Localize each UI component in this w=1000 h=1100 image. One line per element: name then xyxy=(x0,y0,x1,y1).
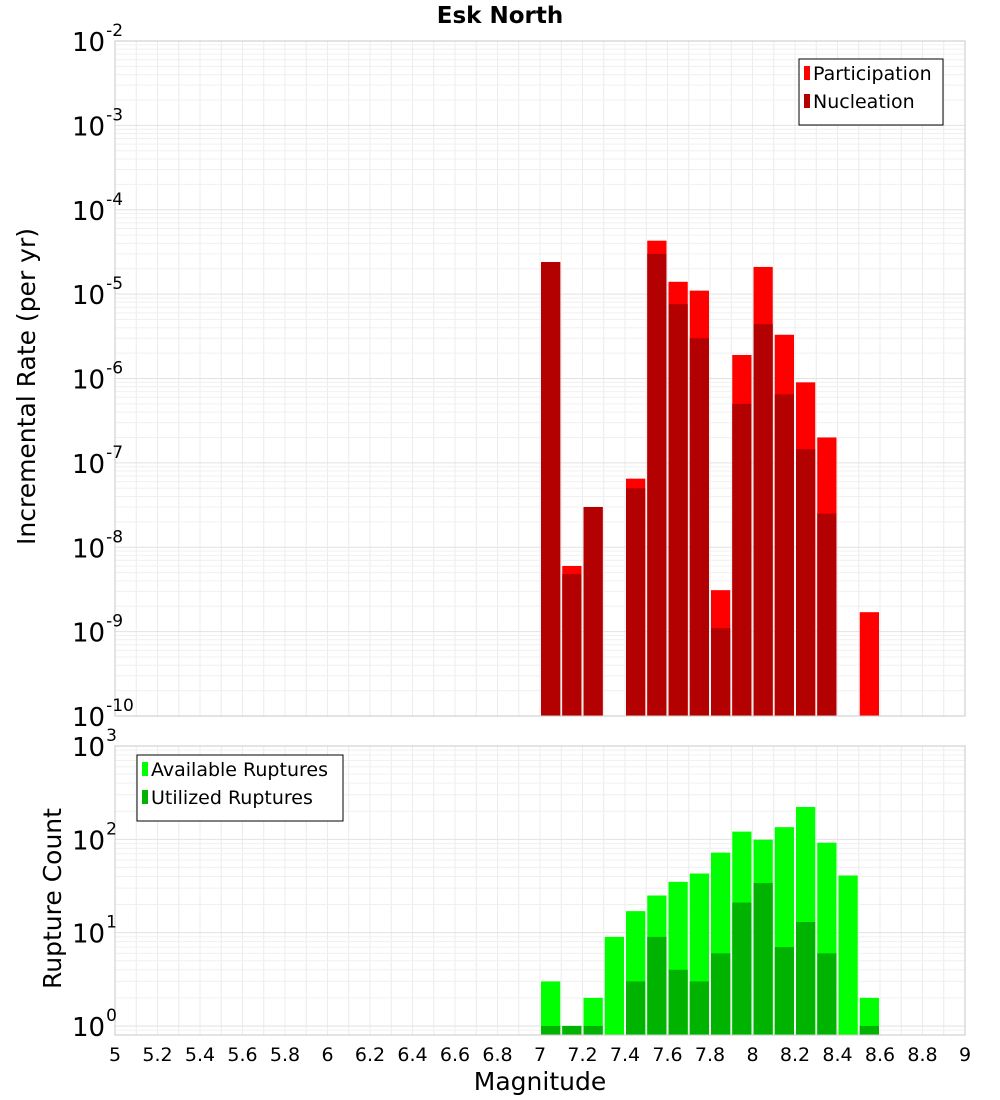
x-tick-label: 8 xyxy=(746,1044,758,1066)
x-tick-label: 5.2 xyxy=(142,1044,172,1066)
y-tick-exponent: -6 xyxy=(106,359,123,379)
y-tick-exponent: -8 xyxy=(106,527,123,547)
x-tick-label: 8.2 xyxy=(780,1044,810,1066)
bottom-legend: Available Ruptures Utilized Ruptures xyxy=(136,754,344,822)
nucleation-bar xyxy=(583,506,603,716)
utilized-ruptures-bar xyxy=(774,947,794,1035)
nucleation-bar xyxy=(817,513,837,716)
x-tick-label: 5.6 xyxy=(227,1044,257,1066)
nucleation-bar xyxy=(689,338,709,716)
utilized-ruptures-bar xyxy=(753,883,773,1035)
y-tick-label: 10-10 xyxy=(72,696,134,733)
utilized-ruptures-bar xyxy=(689,981,709,1035)
nucleation-bar xyxy=(541,262,561,716)
available-ruptures-bar xyxy=(541,981,561,1035)
utilized-ruptures-bar xyxy=(583,1025,603,1035)
y-tick-exponent: 2 xyxy=(106,819,117,839)
y-tick-label: 100 xyxy=(72,1006,117,1043)
x-tick-label: 5.8 xyxy=(270,1044,300,1066)
legend-entry: Utilized Ruptures xyxy=(151,787,313,809)
y-tick-label: 10-7 xyxy=(72,443,123,480)
utilized-ruptures-bar xyxy=(796,922,816,1035)
utilized-ruptures-bar xyxy=(817,953,837,1035)
utilized-ruptures-bar xyxy=(732,902,752,1035)
available-ruptures-bar xyxy=(604,936,624,1035)
legend-box xyxy=(798,58,944,126)
nucleation-bar xyxy=(732,403,752,716)
nucleation-bar xyxy=(711,628,731,716)
y-tick-exponent: -2 xyxy=(106,21,123,41)
x-tick-labels: 5 5.2 5.4 5.6 5.8 6 6.2 6.4 6.6 6.8 7 7.2 7.4 7.6 7.8 8… xyxy=(109,1044,971,1066)
available-ruptures-bar xyxy=(583,997,603,1035)
y-tick-exponent: -3 xyxy=(106,105,123,125)
utilized-ruptures-bar xyxy=(668,969,688,1035)
utilized-ruptures-bar xyxy=(647,936,667,1035)
y-tick-exponent: -7 xyxy=(106,443,123,463)
legend-swatch xyxy=(804,94,810,108)
legend-entry: Available Ruptures xyxy=(151,759,328,781)
legend-swatch xyxy=(142,790,148,804)
x-tick-label: 8.8 xyxy=(907,1044,937,1066)
available-ruptures-bar xyxy=(838,875,858,1035)
chart-title: Esk North xyxy=(437,3,563,29)
x-tick-label: 7 xyxy=(534,1044,546,1066)
nucleation-bar xyxy=(647,253,667,716)
bottom-y-axis-label: Rupture Count xyxy=(38,808,67,989)
x-tick-label: 7.6 xyxy=(652,1044,682,1066)
top-legend: Participation Nucleation xyxy=(798,58,944,126)
bottom-bars xyxy=(541,806,879,1035)
x-tick-label: 6.6 xyxy=(440,1044,470,1066)
x-tick-label: 6.2 xyxy=(355,1044,385,1066)
x-tick-label: 7.2 xyxy=(567,1044,597,1066)
nucleation-bar xyxy=(753,324,773,716)
x-tick-label: 9 xyxy=(959,1044,971,1066)
x-axis-label: Magnitude xyxy=(474,1067,606,1096)
x-tick-label: 5.4 xyxy=(185,1044,215,1066)
legend-entry: Participation xyxy=(813,63,932,85)
y-tick-exponent: -10 xyxy=(106,696,134,716)
available-ruptures-bar xyxy=(859,997,879,1035)
top-plot-frame xyxy=(114,40,966,717)
y-tick-label: 101 xyxy=(72,913,117,950)
nucleation-bar xyxy=(668,304,688,716)
y-tick-exponent: -5 xyxy=(106,274,123,294)
utilized-ruptures-bar xyxy=(711,953,731,1035)
legend-swatch xyxy=(804,66,810,80)
y-tick-exponent: -4 xyxy=(106,190,123,210)
y-tick-exponent: 3 xyxy=(106,726,117,746)
y-tick-exponent: -9 xyxy=(106,612,123,632)
nucleation-bar xyxy=(562,574,582,716)
top-grid xyxy=(114,40,966,717)
utilized-ruptures-bar xyxy=(541,1025,561,1035)
bottom-y-tick-labels: 100 101 102 1 0 3 xyxy=(72,726,117,1043)
bottom-plot-panel: 100 101 102 1 0 3 Rupture Count Available Rup… xyxy=(38,726,971,1096)
x-tick-label: 6.4 xyxy=(397,1044,427,1066)
utilized-ruptures-bar xyxy=(626,981,646,1035)
y-tick-exponent: 0 xyxy=(106,1006,117,1026)
bottom-plot-frame xyxy=(114,745,966,1036)
nucleation-bar xyxy=(796,449,816,716)
x-tick-label: 6 xyxy=(321,1044,333,1066)
x-tick-label: 7.4 xyxy=(610,1044,640,1066)
y-tick-exponent: 1 xyxy=(106,913,117,933)
nucleation-bar xyxy=(626,488,646,716)
legend-box xyxy=(136,754,344,822)
x-tick-label: 8.6 xyxy=(865,1044,895,1066)
nucleation-bar xyxy=(774,394,794,716)
x-tick-label: 6.8 xyxy=(482,1044,512,1066)
top-bars xyxy=(541,240,879,717)
utilized-ruptures-bar xyxy=(859,1025,879,1035)
utilized-ruptures-bar xyxy=(562,1025,582,1035)
top-y-axis-label: Incremental Rate (per yr) xyxy=(12,228,41,545)
x-tick-label: 5 xyxy=(109,1044,121,1066)
y-tick-label: 102 xyxy=(72,819,117,856)
legend-swatch xyxy=(142,762,148,776)
participation-bar xyxy=(859,612,879,716)
legend-entry: Nucleation xyxy=(813,91,915,113)
x-tick-label: 7.8 xyxy=(695,1044,725,1066)
x-tick-label: 8.4 xyxy=(822,1044,852,1066)
